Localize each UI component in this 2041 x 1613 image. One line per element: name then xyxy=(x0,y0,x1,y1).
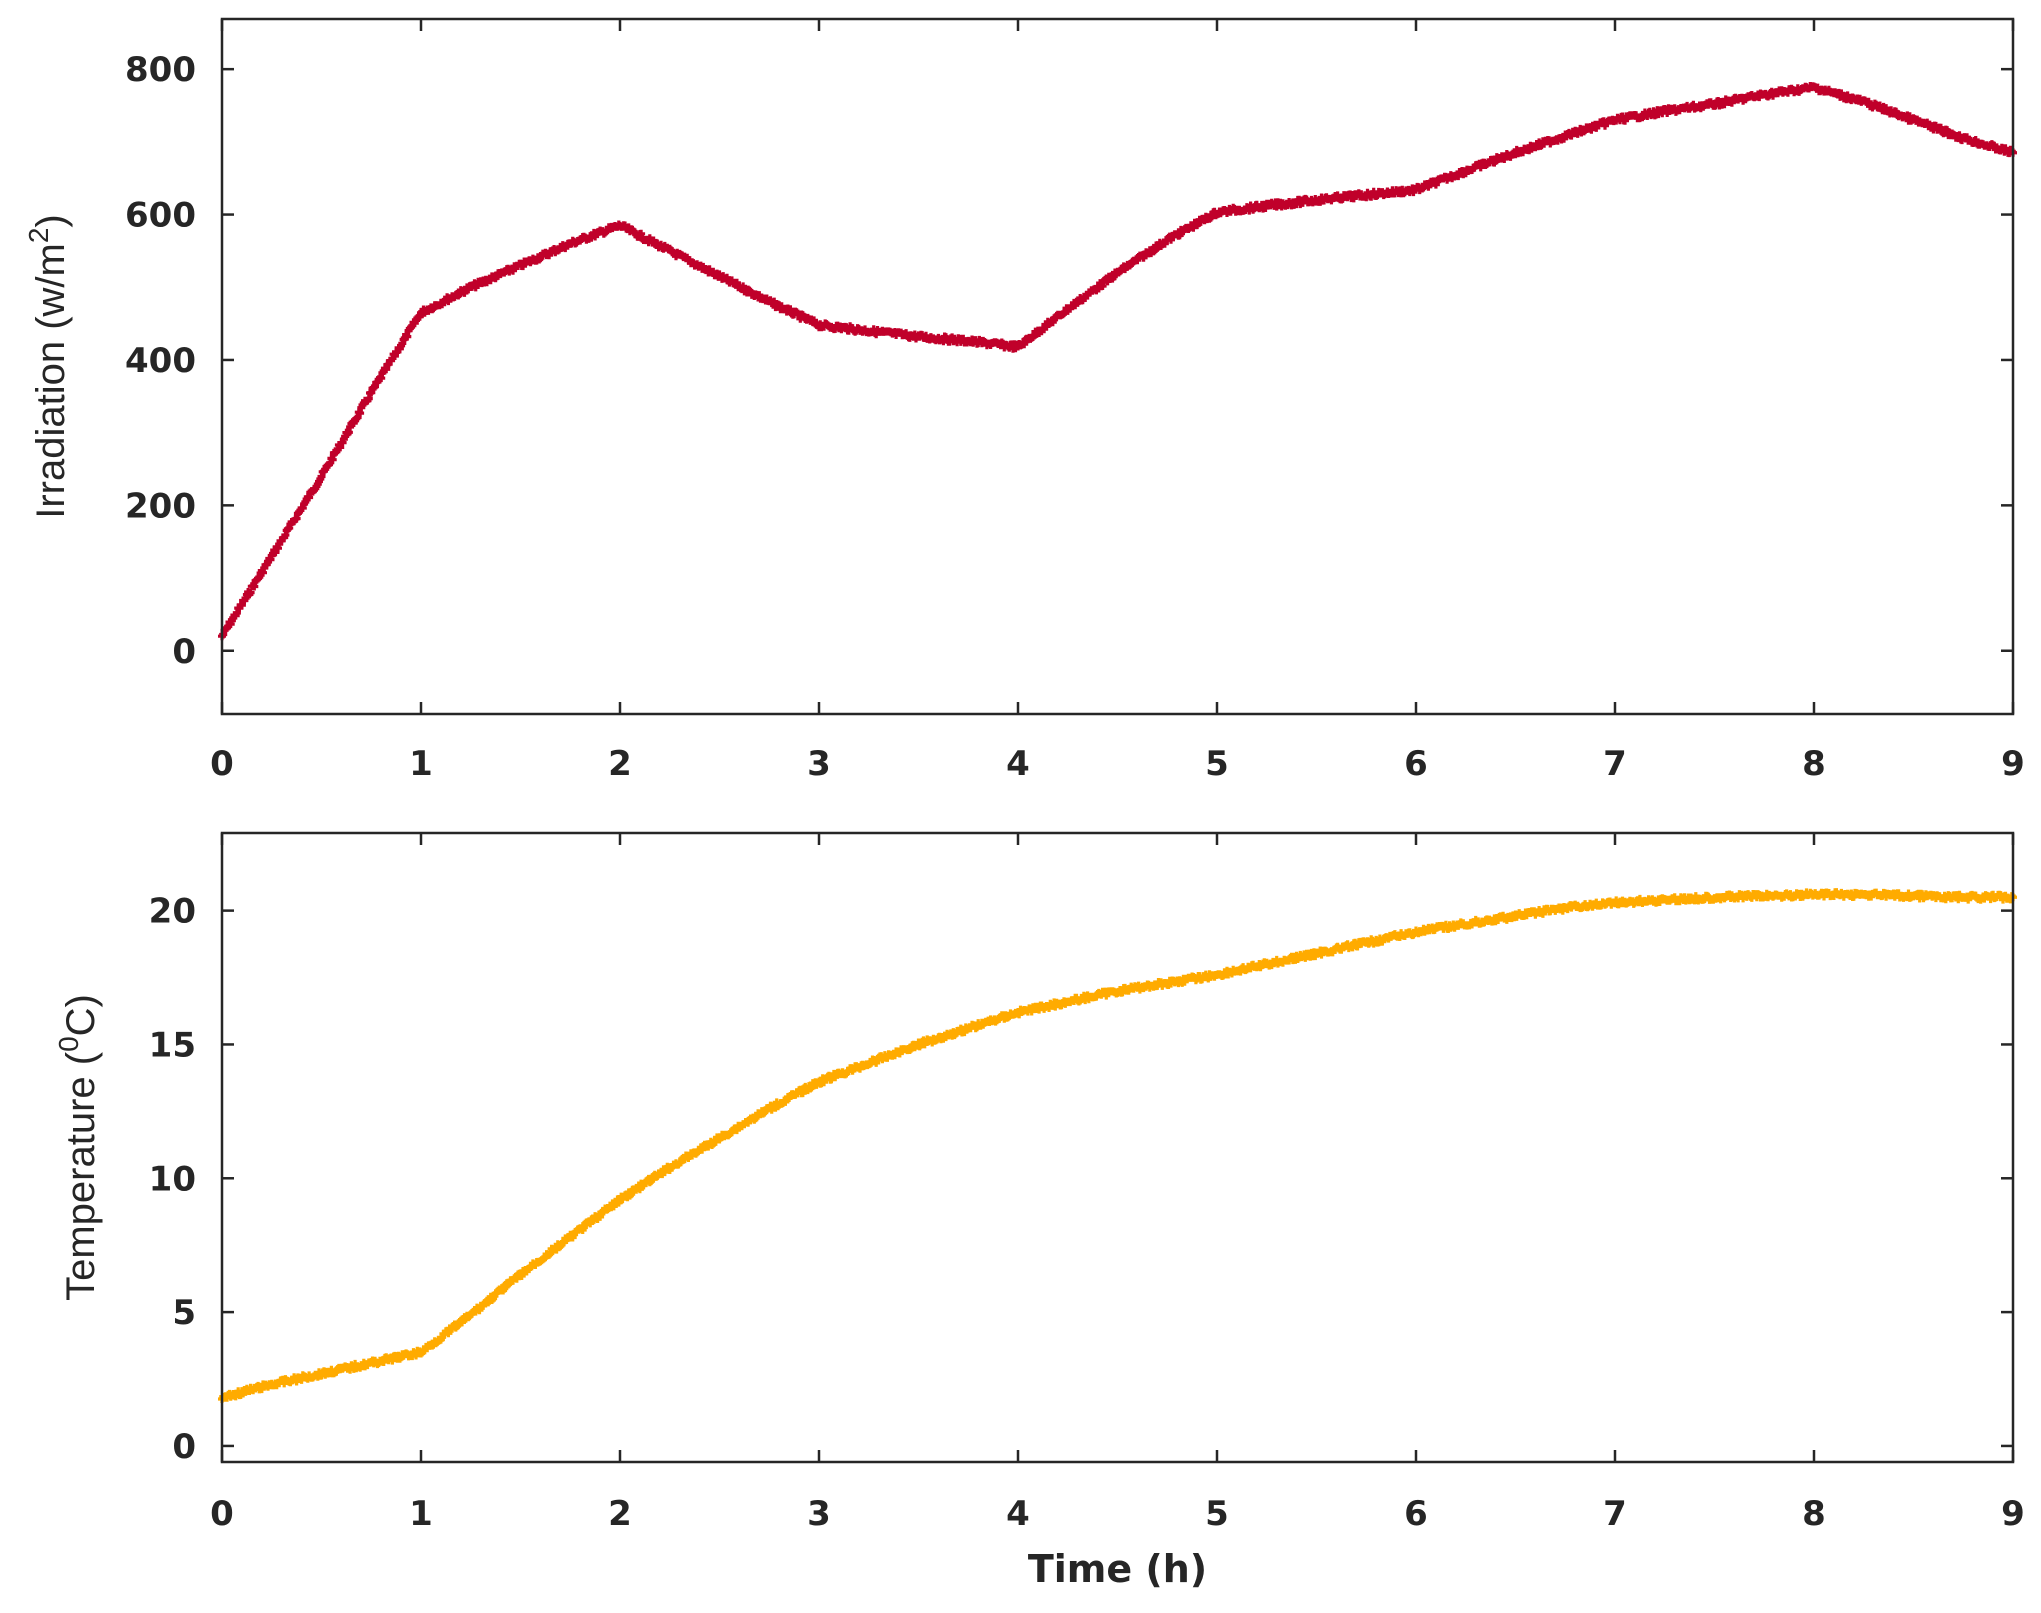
x-tick-label: 2 xyxy=(608,1494,632,1534)
y-tick-label: 600 xyxy=(125,196,196,236)
axes-frame xyxy=(220,831,2015,1464)
x-tick-label: 7 xyxy=(1603,1494,1627,1534)
y-axis-label: Temperature (0C) xyxy=(53,994,103,1301)
x-tick-label: 8 xyxy=(1802,1494,1826,1534)
x-tick-label: 8 xyxy=(1802,744,1826,784)
data-series-temperature xyxy=(218,888,2017,1403)
data-markers xyxy=(218,82,2017,641)
data-markers xyxy=(218,888,2017,1403)
x-tick-label: 2 xyxy=(608,744,632,784)
x-tick-label: 0 xyxy=(210,744,234,784)
data-series-irradiation xyxy=(218,82,2017,641)
x-tick-label: 1 xyxy=(409,1494,433,1534)
x-tick-label: 3 xyxy=(807,744,831,784)
x-tick-label: 1 xyxy=(409,744,433,784)
y-tick-label: 0 xyxy=(172,1427,196,1467)
x-tick-label: 3 xyxy=(807,1494,831,1534)
y-axis-label: Irradiation (w/m2) xyxy=(23,214,73,519)
x-tick-label: 4 xyxy=(1006,1494,1030,1534)
y-tick-label: 0 xyxy=(172,632,196,672)
axes-frame xyxy=(220,17,2015,716)
x-tick-label: 7 xyxy=(1603,744,1627,784)
x-tick-label: 6 xyxy=(1404,744,1428,784)
irradiation-plot: 0 1 2 3 4 5 6 7 8 9 0 200 400 600 800 Irradiation (w/m2… xyxy=(23,17,2025,784)
y-tick-label: 10 xyxy=(149,1159,196,1199)
y-tick-label: 15 xyxy=(149,1025,196,1065)
x-tick-label: 5 xyxy=(1205,1494,1229,1534)
x-tick-label: 4 xyxy=(1006,744,1030,784)
x-tick-label: 5 xyxy=(1205,744,1229,784)
x-tick-label: 6 xyxy=(1404,1494,1428,1534)
y-tick-label: 20 xyxy=(149,892,196,932)
temperature-plot: 0 1 2 3 4 5 6 7 8 9 0 5 10 15 20 Temperature (0C) Time (… xyxy=(53,831,2025,1591)
y-tick-label: 800 xyxy=(125,50,196,90)
y-tick-label: 200 xyxy=(125,486,196,526)
x-tick-label: 9 xyxy=(2001,1494,2025,1534)
y-tick-label: 400 xyxy=(125,341,196,381)
x-axis-label: Time (h) xyxy=(1028,1547,1207,1591)
x-tick-label: 9 xyxy=(2001,744,2025,784)
x-tick-label: 0 xyxy=(210,1494,234,1534)
y-tick-label: 5 xyxy=(172,1293,196,1333)
